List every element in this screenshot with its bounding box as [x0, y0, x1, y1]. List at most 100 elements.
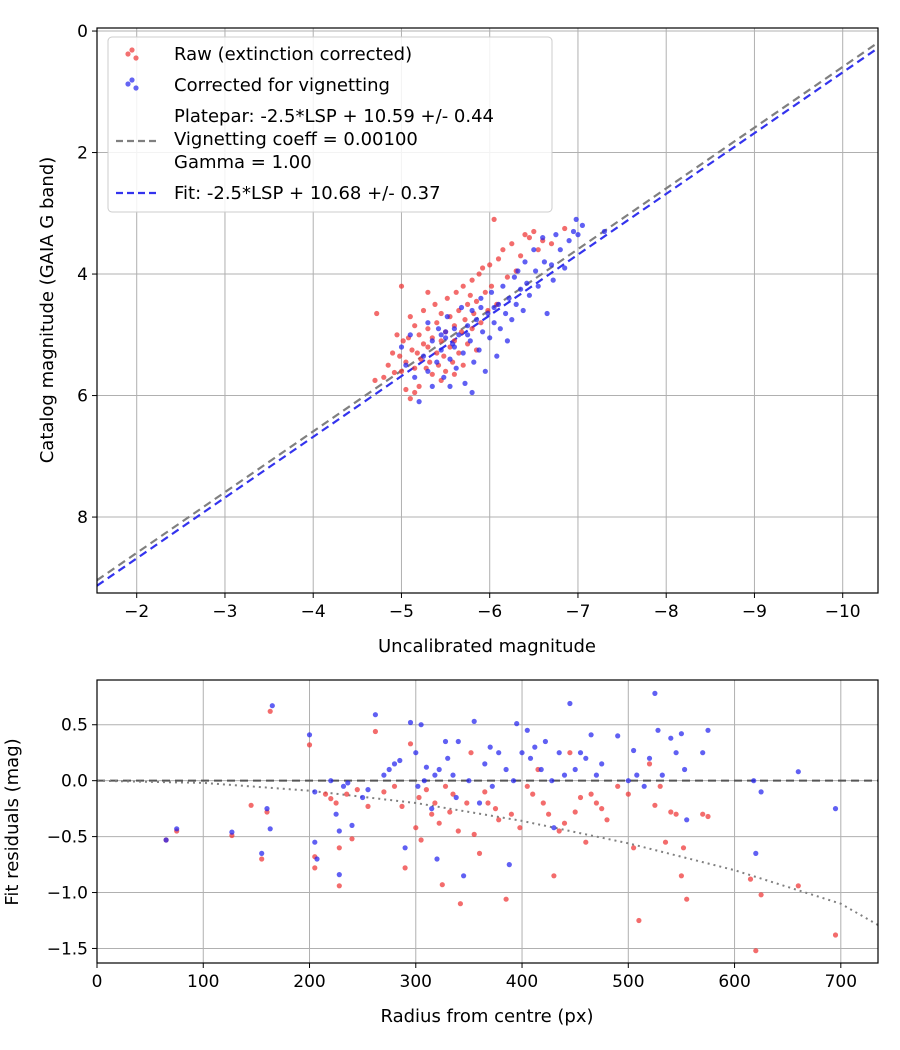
- bottom-raw-point: [758, 892, 764, 898]
- top-corrected-point: [494, 353, 500, 359]
- top-corrected-point: [420, 353, 427, 359]
- top-raw-point: [381, 374, 387, 380]
- top-raw-point: [451, 371, 457, 377]
- bottom-raw-point: [349, 836, 355, 842]
- bottom-corrected-point: [567, 700, 573, 707]
- top-corrected-point: [557, 247, 563, 253]
- bottom-y-tick-label: 0.0: [61, 772, 88, 792]
- bottom-corrected-point: [312, 839, 318, 845]
- bottom-raw-point: [322, 791, 329, 797]
- bottom-raw-point: [625, 791, 631, 797]
- bottom-raw-point: [492, 806, 499, 812]
- bottom-corrected-point: [461, 873, 467, 879]
- top-x-tick-label: −4: [301, 602, 326, 622]
- top-raw-point: [409, 347, 415, 353]
- top-corrected-point: [506, 295, 512, 301]
- legend-gamma-label: Gamma = 1.00: [174, 152, 312, 173]
- bottom-x-axis-label: Radius from centre (px): [380, 1006, 593, 1027]
- top-raw-point: [438, 338, 444, 344]
- top-x-tick-label: −6: [477, 602, 502, 622]
- bottom-x-tick-label: 700: [825, 972, 857, 992]
- top-raw-point: [478, 320, 484, 326]
- top-corrected-point: [434, 359, 440, 365]
- bottom-raw-point: [680, 845, 687, 851]
- top-corrected-point: [540, 235, 546, 241]
- bottom-corrected-point: [432, 772, 438, 778]
- top-raw-point: [441, 353, 447, 359]
- bottom-raw-point: [657, 783, 663, 789]
- bottom-raw-point: [599, 806, 605, 812]
- top-corrected-point: [438, 347, 444, 353]
- bottom-corrected-point: [333, 811, 339, 817]
- bottom-corrected-point: [429, 806, 435, 812]
- top-corrected-point: [520, 307, 526, 314]
- top-raw-point: [476, 271, 482, 277]
- bottom-corrected-point: [655, 727, 661, 733]
- bottom-raw-point: [336, 845, 342, 851]
- bottom-raw-point: [485, 800, 491, 806]
- bottom-corrected-point: [549, 778, 555, 784]
- top-raw-point: [414, 350, 420, 356]
- top-raw-point: [429, 371, 435, 377]
- top-x-tick-label: −7: [565, 602, 590, 622]
- bottom-corrected-point: [682, 766, 688, 773]
- bottom-corrected-point: [583, 755, 589, 761]
- top-corrected-point: [579, 222, 586, 228]
- bottom-corrected-point: [415, 783, 421, 789]
- bottom-raw-point: [700, 811, 706, 817]
- bottom-raw-point: [354, 787, 360, 793]
- top-corrected-point: [488, 289, 495, 295]
- bottom-raw-point: [832, 932, 839, 938]
- top-raw-point: [460, 362, 466, 368]
- bottom-corrected-point: [312, 789, 318, 795]
- top-corrected-point: [447, 383, 453, 389]
- bottom-raw-point: [464, 800, 470, 806]
- bottom-raw-point: [524, 783, 530, 789]
- top-corrected-point: [416, 399, 422, 405]
- bottom-corrected-point: [453, 794, 459, 801]
- top-raw-point: [427, 359, 433, 365]
- bottom-raw-point: [336, 883, 342, 889]
- top-raw-point: [488, 283, 495, 289]
- bottom-y-tick-label: 0.5: [61, 716, 88, 736]
- bottom-corrected-point: [832, 806, 839, 812]
- bottom-corrected-point: [267, 826, 273, 832]
- bottom-corrected-point: [527, 755, 534, 761]
- bottom-raw-point: [402, 865, 408, 871]
- top-raw-point: [391, 369, 397, 376]
- bottom-raw-point: [604, 817, 610, 823]
- bottom-raw-point: [391, 783, 398, 789]
- top-raw-point: [434, 350, 440, 356]
- bottom-x-tick-label: 600: [718, 972, 750, 992]
- bottom-corrected-point: [503, 766, 509, 773]
- bottom-y-ticks: 0.5 0.0 −0.5 −1.0 −1.5: [47, 716, 97, 959]
- top-raw-point: [438, 310, 444, 317]
- top-corrected-point: [429, 338, 435, 344]
- bottom-raw-point: [572, 809, 578, 815]
- bottom-corrected-point: [442, 738, 449, 745]
- bottom-raw-point: [248, 802, 254, 808]
- bottom-raw-point: [259, 856, 265, 862]
- bottom-corrected-point: [652, 690, 658, 697]
- bottom-corrected-point: [402, 845, 408, 851]
- bottom-raw-point: [753, 948, 759, 954]
- bottom-corrected-point: [229, 829, 235, 835]
- bottom-corrected-point: [413, 750, 419, 756]
- top-raw-point: [500, 247, 506, 253]
- top-corrected-point: [497, 326, 503, 332]
- top-corrected-point: [451, 344, 457, 350]
- top-raw-point: [398, 283, 405, 289]
- bottom-raw-point: [344, 791, 350, 797]
- bottom-corrected-point: [349, 822, 355, 829]
- bottom-raw-point: [399, 803, 405, 810]
- top-corrected-point: [435, 326, 442, 332]
- bottom-raw-point: [795, 883, 801, 889]
- top-corrected-point: [535, 283, 541, 289]
- top-raw-point: [480, 265, 486, 271]
- top-corrected-point: [601, 228, 608, 235]
- bottom-x-tick-label: 200: [293, 972, 325, 992]
- top-corrected-point: [526, 292, 533, 298]
- top-corrected-point: [548, 262, 555, 268]
- bottom-raw-point: [662, 839, 669, 845]
